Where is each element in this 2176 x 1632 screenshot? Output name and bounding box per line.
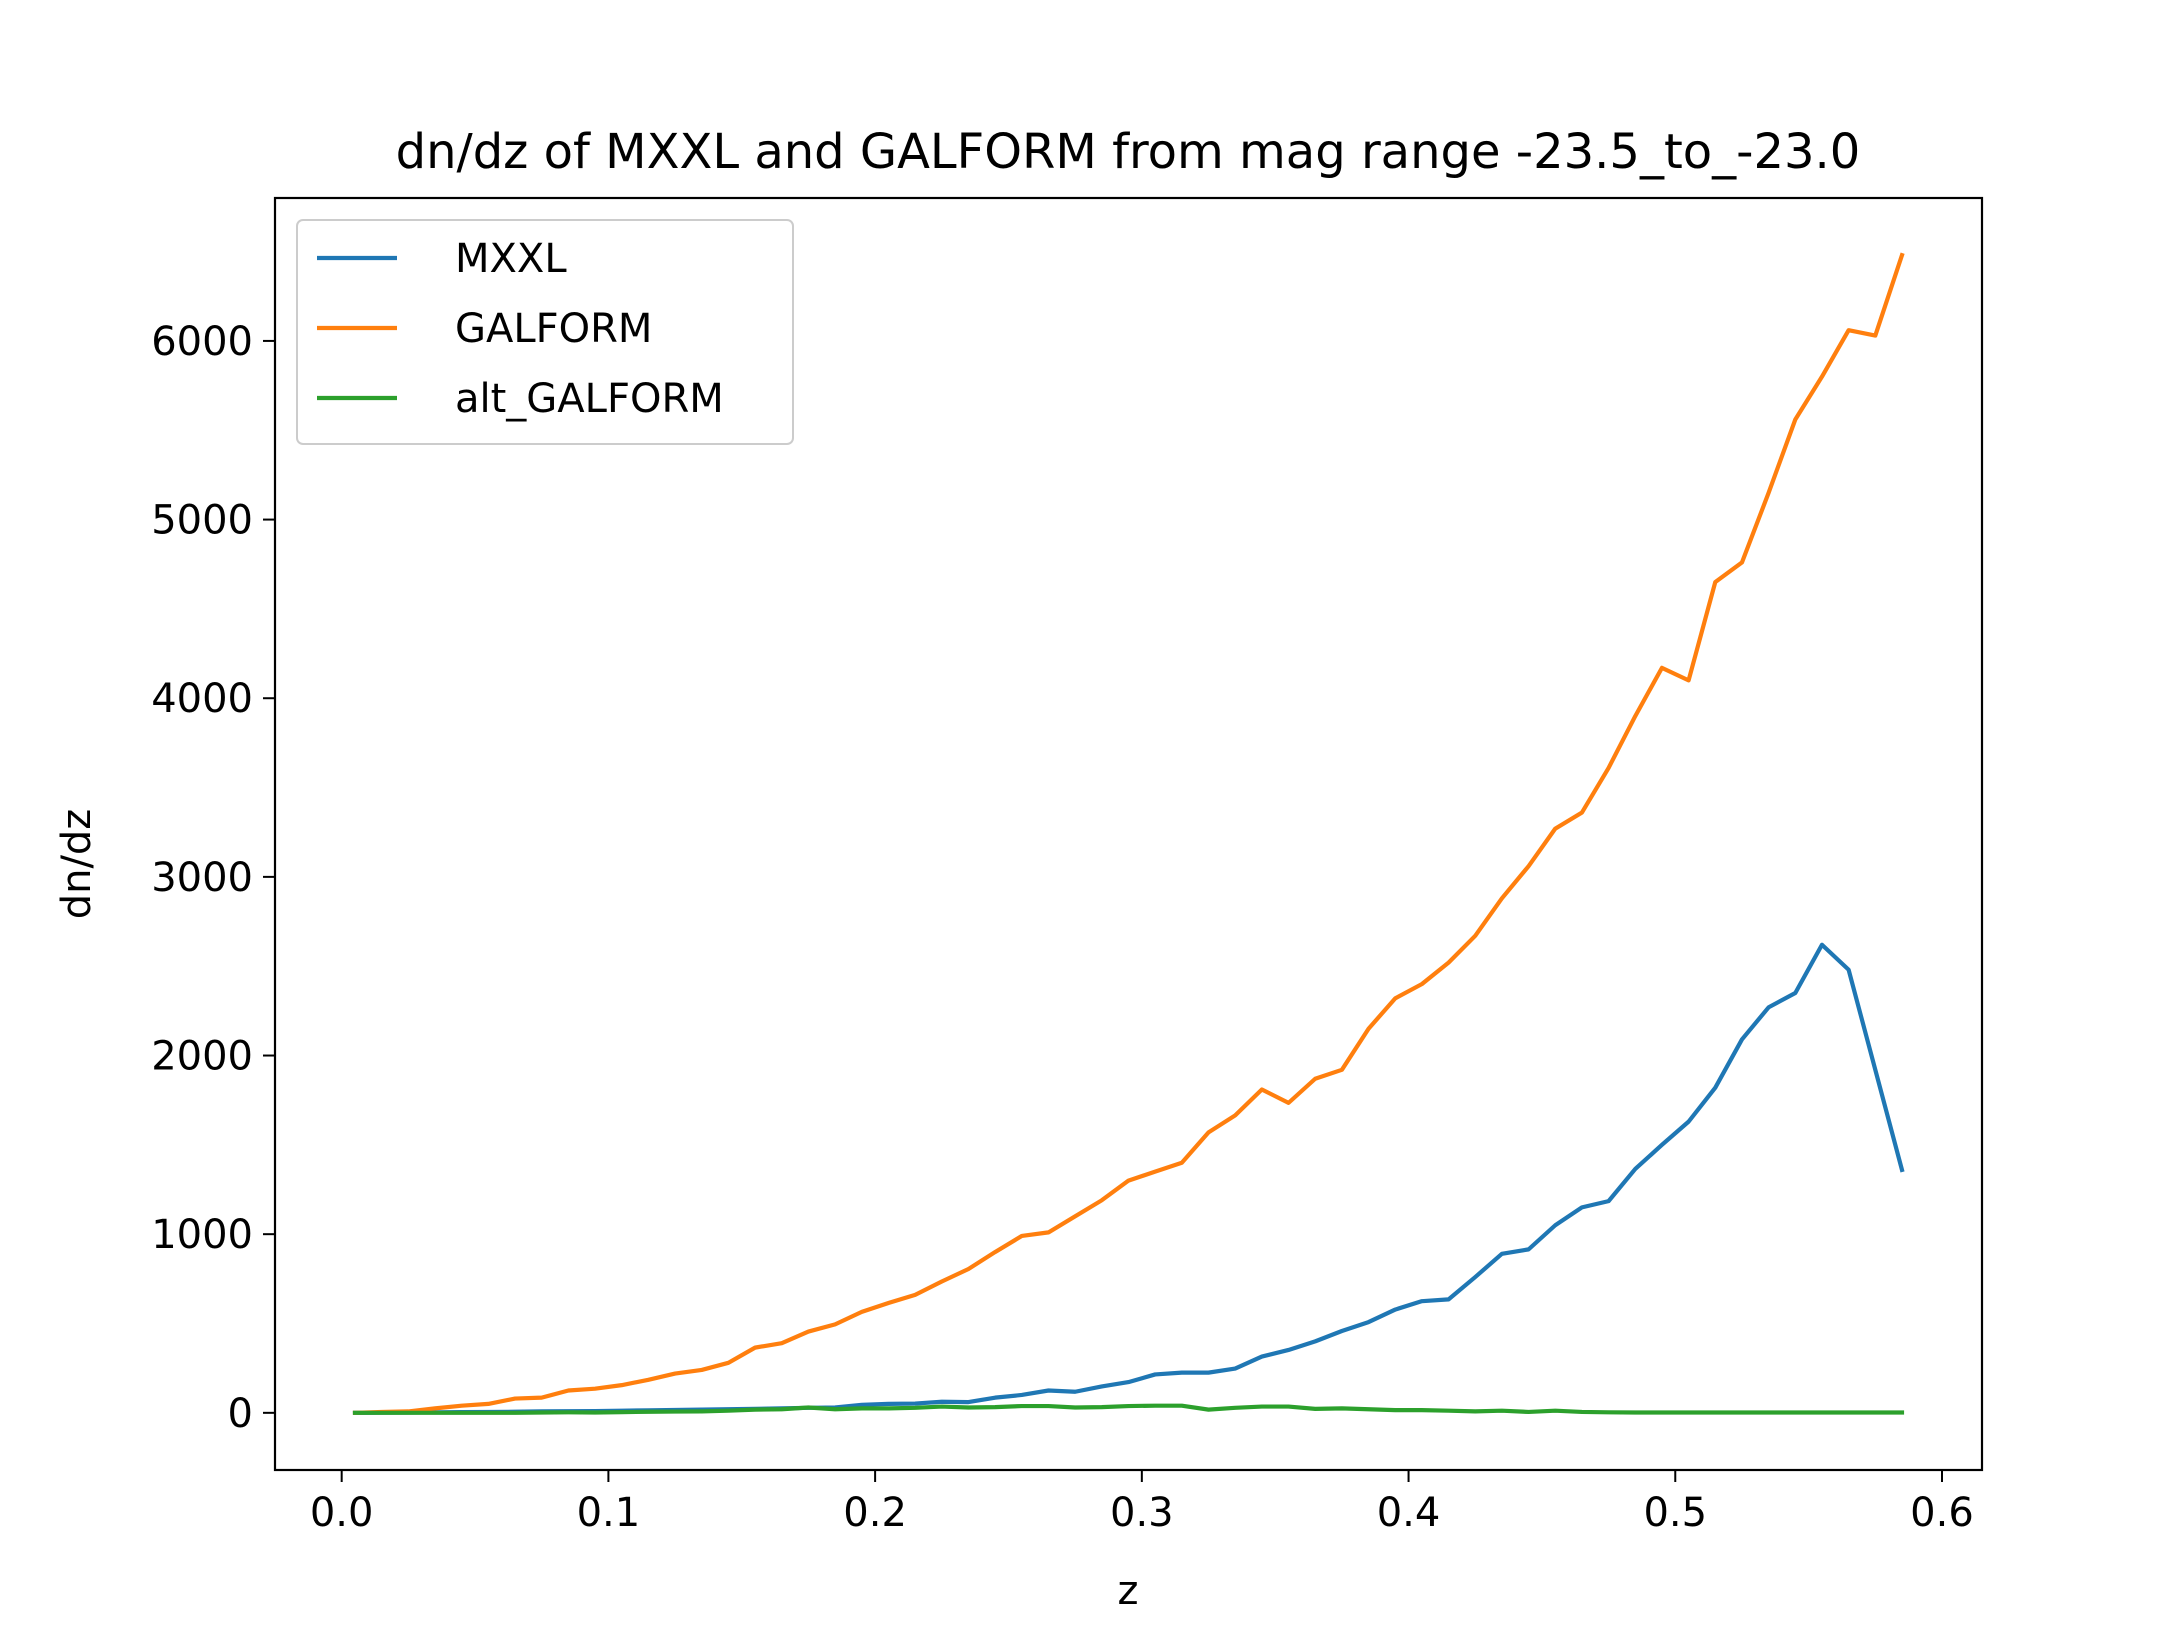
plot-frame [273,196,1984,1472]
legend-label: MXXL [455,236,567,282]
y-tick-label: 1000 [151,1212,253,1258]
x-tick-label: 0.4 [1377,1490,1441,1536]
x-tick-label: 0.1 [577,1490,641,1536]
plot-area [273,196,1984,1472]
y-axis: 0 1000 2000 3000 4000 5000 6000 [151,319,275,1437]
legend: MXXL GALFORM alt_GALFORM [296,219,794,445]
x-axis: 0.0 0.1 0.2 0.3 0.4 0.5 0.6 [310,1470,1974,1536]
x-tick-label: 0.6 [1910,1490,1974,1536]
series-line-alt-galform [352,1403,1905,1415]
y-tick-label: 4000 [151,676,253,722]
y-tick-label: 0 [228,1391,253,1437]
y-tick-label: 3000 [151,855,253,901]
x-tick-label: 0.5 [1643,1490,1707,1536]
y-tick-label: 2000 [151,1034,253,1080]
legend-label: alt_GALFORM [455,376,724,422]
chart-title: dn/dz of MXXL and GALFORM from mag range… [396,124,1861,180]
legend-label: GALFORM [455,306,652,352]
legend-item: GALFORM [317,306,652,352]
x-tick-label: 0.0 [310,1490,374,1536]
x-tick-label: 0.3 [1110,1490,1174,1536]
y-tick-label: 6000 [151,319,253,365]
series-line-galform [352,252,1905,1415]
legend-item: alt_GALFORM [317,376,724,422]
x-tick-label: 0.2 [843,1490,907,1536]
y-tick-label: 5000 [151,498,253,544]
y-axis-label: dn/dz [54,809,100,920]
x-axis-label: z [1118,1568,1139,1614]
legend-item: MXXL [317,236,567,282]
legend-box [296,219,794,445]
series-group [352,252,1905,1415]
